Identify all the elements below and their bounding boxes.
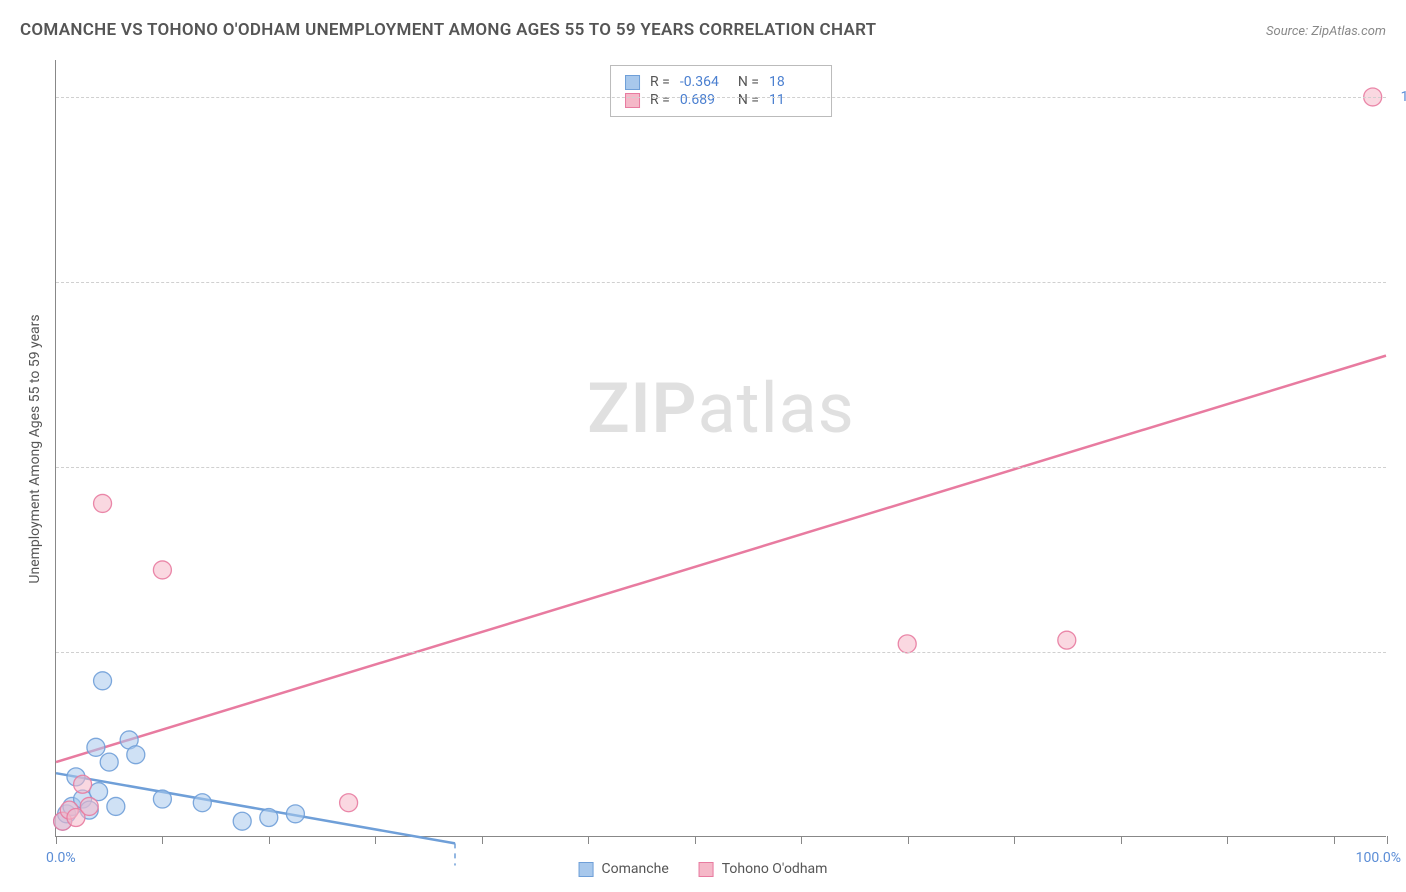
data-point: [94, 494, 112, 512]
x-tick: [588, 836, 589, 844]
x-axis-min-label: 0.0%: [46, 850, 76, 866]
data-point: [94, 672, 112, 690]
trend-line: [56, 356, 1386, 762]
stats-row: R = -0.364 N = 18: [625, 74, 817, 90]
legend-swatch: [699, 862, 714, 877]
y-tick-label: 100.0%: [1401, 89, 1406, 105]
x-tick: [695, 836, 696, 844]
legend-item: Comanche: [579, 861, 669, 877]
chart-legend: Comanche Tohono O'odham: [579, 861, 828, 877]
x-axis-max-label: 100.0%: [1356, 850, 1401, 866]
data-point: [193, 794, 211, 812]
data-point: [260, 809, 278, 827]
y-axis-label: Unemployment Among Ages 55 to 59 years: [27, 314, 43, 583]
x-tick: [801, 836, 802, 844]
data-point: [286, 805, 304, 823]
data-point: [100, 753, 118, 771]
legend-label: Tohono O'odham: [722, 861, 828, 877]
plot-region: ZIPatlas R =-0.364N =18R =0.689N =11 0.0…: [55, 60, 1386, 837]
x-tick: [1334, 836, 1335, 844]
stats-n-value: 11: [769, 92, 817, 108]
stats-row: R = 0.689 N = 11: [625, 92, 817, 108]
gridline-horizontal: [56, 97, 1386, 98]
x-tick: [1014, 836, 1015, 844]
data-point: [153, 790, 171, 808]
x-tick: [482, 836, 483, 844]
data-point: [74, 775, 92, 793]
x-tick: [269, 836, 270, 844]
chart-title: COMANCHE VS TOHONO O'ODHAM UNEMPLOYMENT …: [20, 20, 876, 40]
data-point: [127, 746, 145, 764]
x-tick: [1227, 836, 1228, 844]
stats-r-value: -0.364: [680, 74, 728, 90]
stats-n-value: 18: [769, 74, 817, 90]
x-tick: [162, 836, 163, 844]
x-tick: [1387, 836, 1388, 844]
stats-r-value: 0.689: [680, 92, 728, 108]
stats-n-label: N =: [738, 92, 759, 108]
data-point: [80, 797, 98, 815]
data-point: [87, 738, 105, 756]
chart-area: Unemployment Among Ages 55 to 59 years Z…: [45, 60, 1386, 837]
legend-label: Comanche: [602, 861, 669, 877]
legend-swatch: [579, 862, 594, 877]
x-tick: [908, 836, 909, 844]
stats-r-label: R =: [650, 74, 670, 90]
data-point: [233, 812, 251, 830]
x-tick: [56, 836, 57, 844]
legend-item: Tohono O'odham: [699, 861, 828, 877]
gridline-horizontal: [56, 467, 1386, 468]
x-tick: [1121, 836, 1122, 844]
data-point: [153, 561, 171, 579]
correlation-stats-box: R = -0.364 N = 18 R = 0.689 N = 11: [610, 65, 832, 117]
data-point: [107, 797, 125, 815]
data-point: [1058, 631, 1076, 649]
gridline-horizontal: [56, 282, 1386, 283]
x-tick: [375, 836, 376, 844]
plot-svg: [56, 60, 1386, 836]
gridline-horizontal: [56, 652, 1386, 653]
stats-n-label: N =: [738, 74, 759, 90]
stats-swatch: [625, 93, 640, 108]
data-point: [340, 794, 358, 812]
stats-r-label: R =: [650, 92, 670, 108]
data-point: [898, 635, 916, 653]
source-attribution: Source: ZipAtlas.com: [1266, 24, 1386, 39]
stats-swatch: [625, 75, 640, 90]
